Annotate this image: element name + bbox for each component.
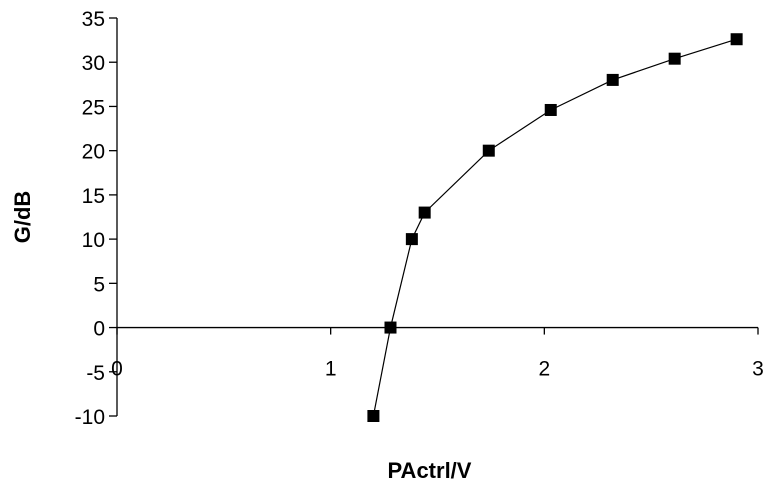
y-tick-label: 25 [82, 96, 105, 119]
y-tick-label: 20 [82, 141, 105, 164]
y-tick-label: 0 [93, 318, 105, 341]
x-tick-label: 0 [111, 358, 123, 381]
x-tick-label: 1 [325, 358, 337, 381]
y-tick-label: 5 [93, 273, 105, 296]
axes [116, 18, 758, 416]
x-axis-title: PActrl/V [388, 458, 472, 483]
data-point [367, 410, 380, 422]
data-point [730, 33, 743, 46]
data-point [482, 144, 495, 157]
x-tick-label: 2 [538, 358, 550, 381]
y-tick-label: -10 [75, 406, 105, 429]
series-line [372, 38, 737, 417]
y-tick-label: -5 [86, 362, 105, 385]
y-axis-title: G/dB [10, 191, 35, 244]
x-axis-ticks: 0 1 2 3 [111, 327, 764, 381]
data-point [384, 321, 397, 334]
x-tick-label: 3 [752, 358, 764, 381]
data-point [544, 103, 557, 116]
data-point [418, 206, 431, 219]
data-point [405, 233, 418, 246]
data-point [668, 52, 681, 65]
y-tick-label: 15 [82, 185, 105, 208]
data-point [606, 73, 619, 86]
y-tick-label: 30 [82, 52, 105, 75]
y-tick-label: 35 [82, 8, 105, 31]
series [367, 33, 743, 422]
y-tick-label: 10 [82, 229, 105, 252]
y-axis-ticks: -10 -5 0 5 10 15 20 25 30 35 [75, 8, 117, 429]
